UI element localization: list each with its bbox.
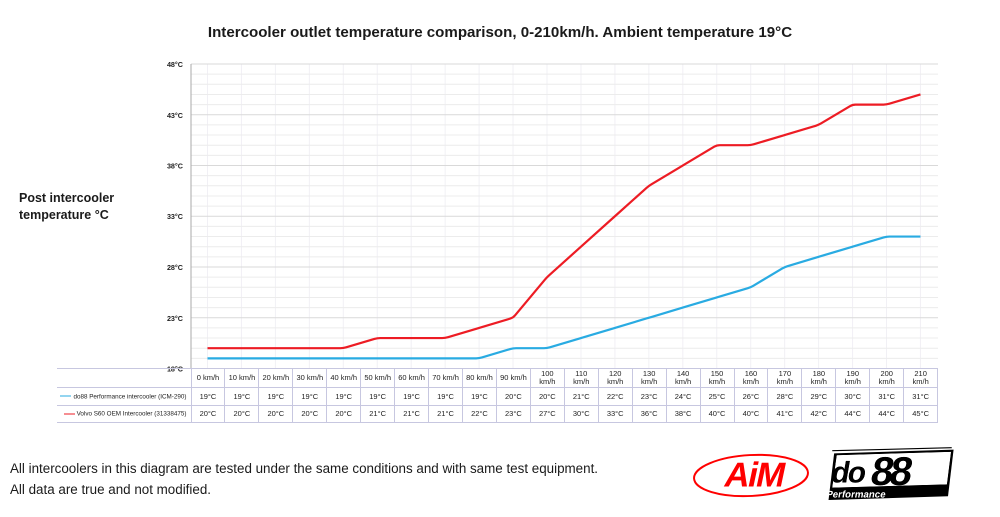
svg-text:28°C: 28°C (167, 263, 183, 272)
svg-text:38°C: 38°C (167, 162, 183, 171)
svg-text:Performance: Performance (826, 489, 887, 500)
svg-text:AiM: AiM (721, 456, 788, 495)
svg-text:43°C: 43°C (167, 111, 183, 120)
svg-text:48°C: 48°C (167, 60, 183, 69)
svg-text:23°C: 23°C (167, 314, 183, 323)
svg-text:33°C: 33°C (167, 212, 183, 221)
